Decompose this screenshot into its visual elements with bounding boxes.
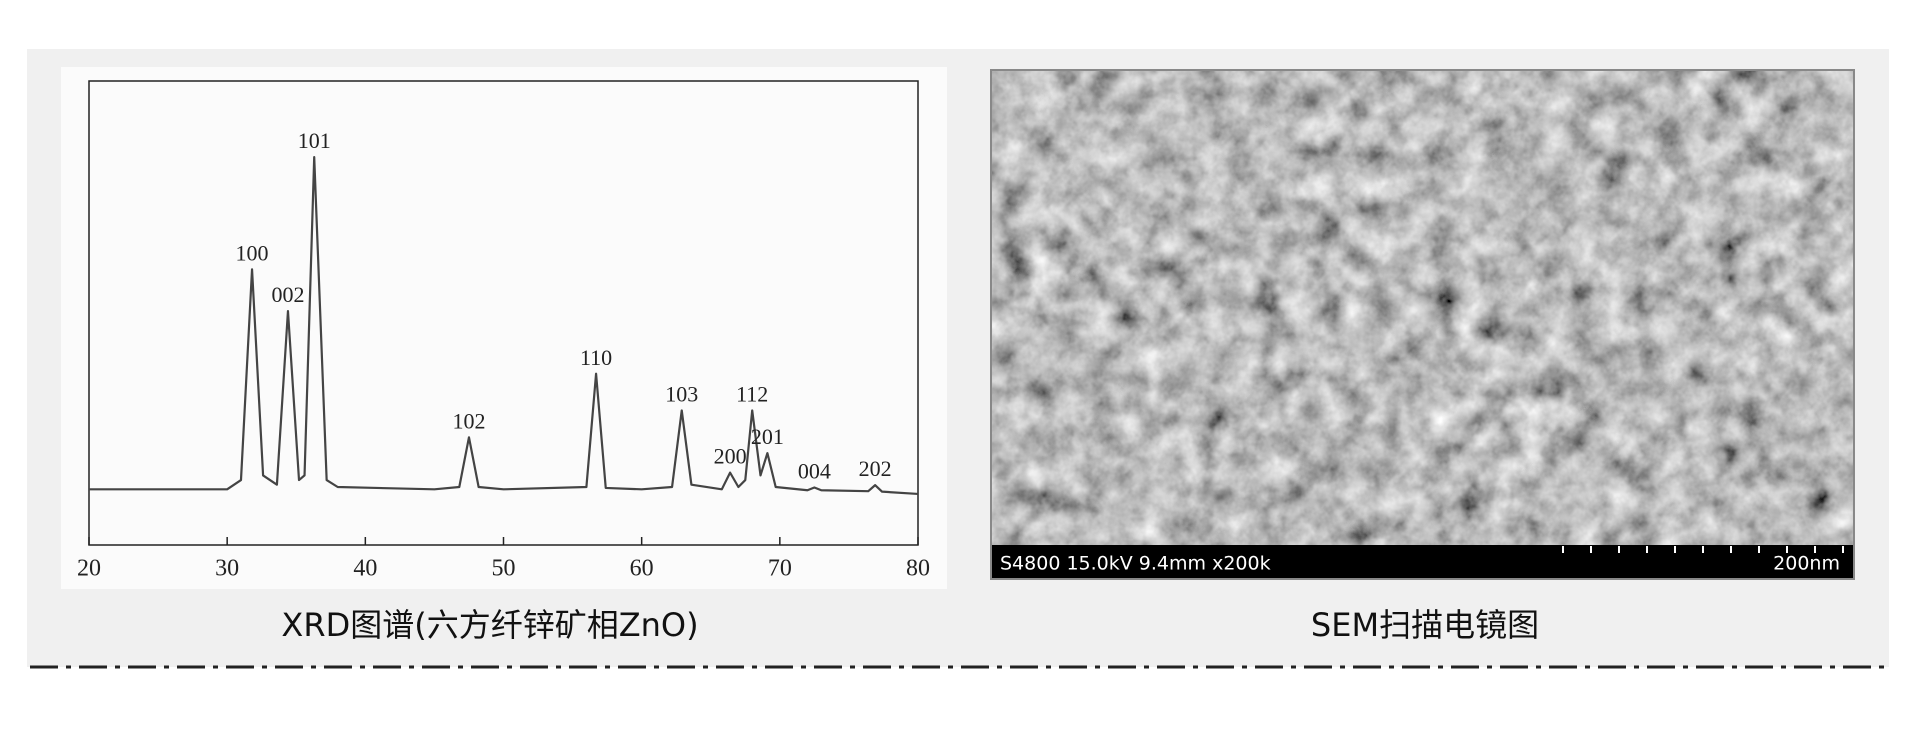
xrd-curve bbox=[89, 156, 919, 496]
sem-texture bbox=[991, 70, 1854, 545]
caption: XRD图谱(六方纤锌矿相ZnO) bbox=[281, 606, 698, 644]
peak-label: 112 bbox=[736, 381, 768, 406]
peak-label: 201 bbox=[751, 424, 784, 449]
peak-label: 102 bbox=[452, 408, 485, 433]
x-tick-label: 40 bbox=[353, 556, 377, 582]
caption: SEM扫描电镜图 bbox=[1311, 606, 1539, 644]
x-tick-label: 30 bbox=[215, 556, 239, 582]
sem-frame bbox=[990, 69, 1855, 580]
peak-label: 002 bbox=[271, 282, 304, 307]
x-tick-label: 60 bbox=[630, 556, 654, 582]
peak-label: 004 bbox=[798, 459, 831, 484]
x-tick-label: 80 bbox=[906, 556, 930, 582]
x-tick-label: 50 bbox=[492, 556, 516, 582]
xrd-box bbox=[61, 67, 947, 589]
sem-info-bar bbox=[991, 545, 1854, 579]
peak-label: 101 bbox=[298, 128, 331, 153]
sem-info: S4800 15.0kV 9.4mm x200k bbox=[1000, 553, 1271, 575]
peak-label: 110 bbox=[580, 345, 612, 370]
scale-bar-ticks bbox=[1562, 546, 1844, 553]
sem-image: S4800 15.0kV 9.4mm x200k 200nm bbox=[990, 69, 1855, 580]
peak-label: 100 bbox=[236, 240, 269, 265]
sem-scale-label: 200nm bbox=[1773, 553, 1840, 575]
x-tick-label: 70 bbox=[768, 556, 792, 582]
peak-label: 202 bbox=[859, 456, 892, 481]
x-tick-label: 20 bbox=[77, 556, 101, 582]
peak-label: 103 bbox=[665, 381, 698, 406]
peak-label: 200 bbox=[714, 444, 747, 469]
